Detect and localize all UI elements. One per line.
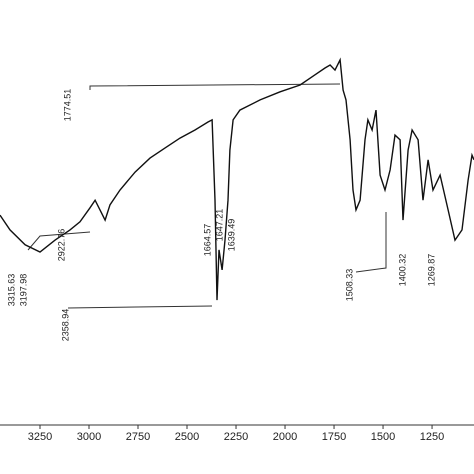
- peak-label: 2922.76: [56, 229, 66, 262]
- x-tick-label: 2000: [273, 431, 297, 443]
- leader: [27, 231, 91, 251]
- peak-label: 2358.94: [60, 309, 70, 342]
- peak-label: 1664.57: [202, 224, 212, 257]
- x-tick-label: 1250: [420, 431, 444, 443]
- peak-label: 1269.87: [426, 254, 436, 287]
- peak-label: 1774.51: [62, 89, 72, 122]
- x-tick-label: 3000: [77, 431, 101, 443]
- peak-label: 1639.49: [226, 219, 236, 252]
- x-tick-label: 2500: [175, 431, 199, 443]
- x-tick-label: 1500: [371, 431, 395, 443]
- x-tick-label: 2750: [126, 431, 150, 443]
- leader: [67, 305, 213, 309]
- leader: [89, 83, 341, 90]
- leader: [355, 212, 387, 273]
- peak-label: 3315.63: [6, 274, 16, 307]
- x-tick-label: 1750: [322, 431, 346, 443]
- peak-label: 1508.33: [344, 269, 354, 302]
- leader-lines: [27, 83, 387, 309]
- x-tick-label: 2250: [224, 431, 248, 443]
- x-tick-label: 3250: [28, 431, 52, 443]
- peak-label: 1400.32: [397, 254, 407, 287]
- peak-label: 3197.98: [18, 274, 28, 307]
- peak-label: 1647.21: [214, 209, 224, 242]
- spectrum-line: [0, 57, 474, 301]
